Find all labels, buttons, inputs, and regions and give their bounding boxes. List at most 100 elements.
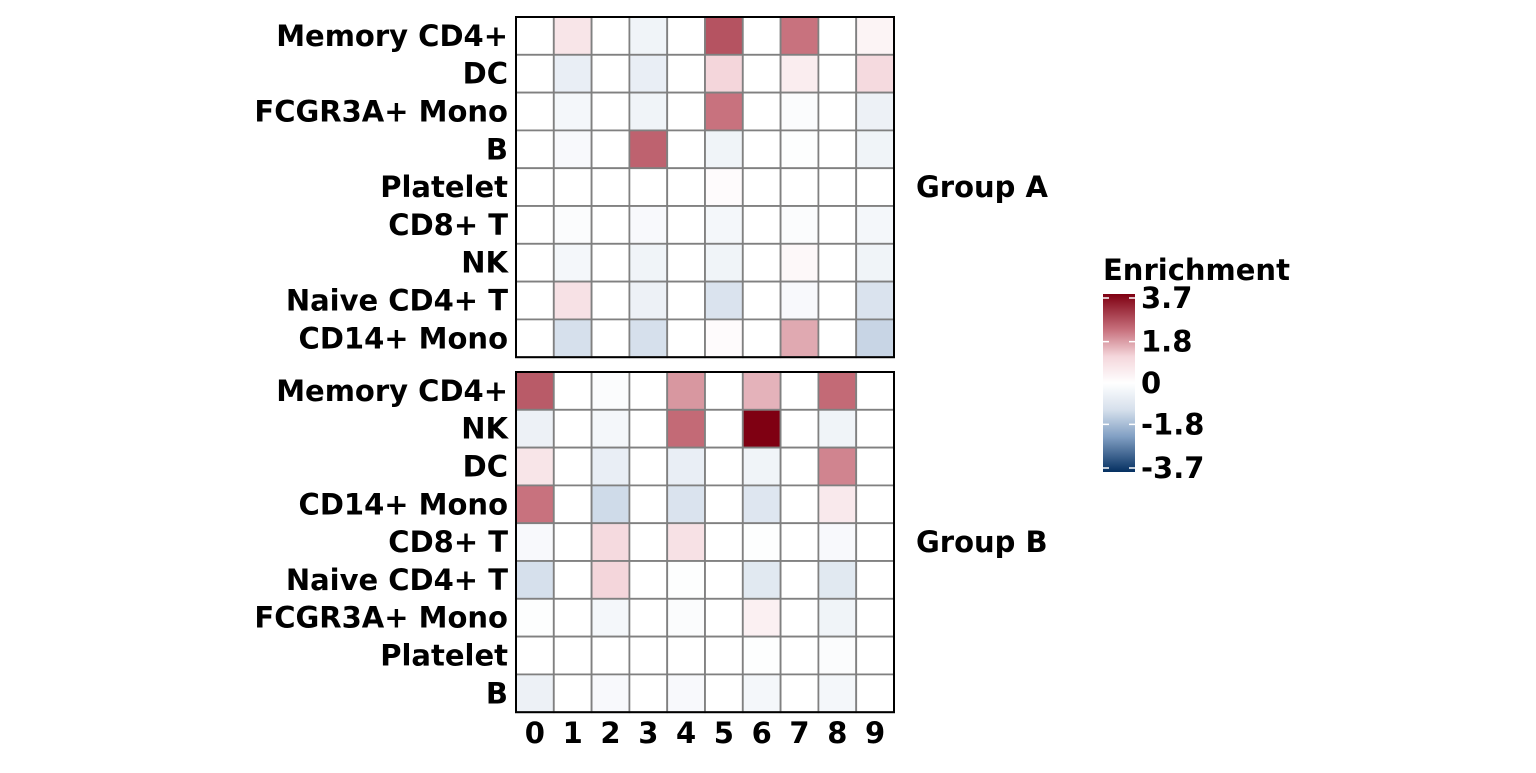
heatmap-cell <box>817 91 858 132</box>
heatmap-cell <box>855 16 895 56</box>
row-label: FCGR3A+ Mono <box>254 95 508 129</box>
heatmap-cell <box>741 91 782 132</box>
heatmap-cell <box>590 560 631 600</box>
heatmap-cell <box>741 635 782 676</box>
heatmap-cell <box>552 597 593 638</box>
heatmap-cell <box>741 522 782 562</box>
heatmap-cell <box>666 53 706 94</box>
heatmap-cell <box>628 167 669 207</box>
heatmap-cell <box>704 129 744 170</box>
legend-tick-label: 0 <box>1141 366 1161 400</box>
heatmap-cell <box>590 408 631 449</box>
heatmap-cell <box>628 91 669 132</box>
heatmap-cell <box>855 560 895 600</box>
row-label: FCGR3A+ Mono <box>254 601 508 635</box>
heatmap-cell <box>552 371 593 411</box>
heatmap-cell <box>628 446 669 487</box>
heatmap-cell <box>817 484 858 525</box>
heatmap-cell <box>741 205 782 245</box>
heatmap-cell <box>741 53 782 94</box>
heatmap-cell <box>515 242 555 283</box>
heatmap-cell <box>552 522 593 562</box>
heatmap-cell <box>855 280 895 321</box>
heatmap-cell <box>666 408 706 449</box>
heatmap-cell <box>817 280 858 321</box>
row-label: DC <box>463 57 508 91</box>
panel-border <box>515 16 895 359</box>
heatmap-cell <box>741 129 782 170</box>
column-label: 3 <box>638 716 658 750</box>
heatmap-cell <box>855 91 895 132</box>
column-label: 1 <box>563 716 583 750</box>
heatmap-cell <box>628 635 669 676</box>
heatmap-cell <box>855 522 895 562</box>
heatmap-cell <box>628 484 669 525</box>
heatmap-cell <box>817 129 858 170</box>
heatmap-cell <box>779 16 820 56</box>
heatmap-cell <box>704 560 744 600</box>
heatmap-cell <box>855 446 895 487</box>
heatmap-cell <box>666 205 706 245</box>
heatmap-cell <box>515 167 555 207</box>
heatmap-cell <box>666 167 706 207</box>
heatmap-cell <box>552 53 593 94</box>
heatmap-cell <box>552 16 593 56</box>
heatmap-cell <box>741 597 782 638</box>
heatmap-cell <box>552 673 593 714</box>
heatmap-cell <box>817 167 858 207</box>
heatmap-cell <box>855 167 895 207</box>
heatmap-cell <box>741 484 782 525</box>
heatmap-cell <box>590 129 631 170</box>
heatmap-cell <box>704 635 744 676</box>
heatmap-cell <box>515 522 555 562</box>
heatmap-cell <box>817 205 858 245</box>
row-label: Platelet <box>380 170 508 204</box>
heatmap-cell <box>628 408 669 449</box>
column-label: 7 <box>789 716 809 750</box>
heatmap-cell <box>515 280 555 321</box>
heatmap-cell <box>666 91 706 132</box>
heatmap-cell <box>666 371 706 411</box>
heatmap-cell <box>590 242 631 283</box>
heatmap-cell <box>590 53 631 94</box>
row-label: B <box>486 676 508 710</box>
group-label: Group A <box>916 170 1049 204</box>
heatmap-cell <box>666 597 706 638</box>
heatmap-cell <box>590 371 631 411</box>
heatmap-cell <box>666 129 706 170</box>
heatmap-cell <box>628 560 669 600</box>
heatmap-cell <box>779 280 820 321</box>
heatmap-cell <box>779 129 820 170</box>
heatmap-cell <box>704 318 744 359</box>
heatmap-cell <box>515 484 555 525</box>
heatmap-cell <box>741 560 782 600</box>
row-label: CD14+ Mono <box>299 487 508 521</box>
heatmap-cell <box>515 129 555 170</box>
heatmap-cell <box>779 635 820 676</box>
heatmap-cell <box>628 522 669 562</box>
heatmap-cell <box>552 484 593 525</box>
heatmap-cell <box>779 673 820 714</box>
heatmap-cell <box>666 560 706 600</box>
heatmap-cell <box>515 53 555 94</box>
heatmap-cell <box>628 205 669 245</box>
heatmap-cell <box>628 673 669 714</box>
row-label: CD8+ T <box>388 208 508 242</box>
heatmap-cell <box>779 408 820 449</box>
heatmap-cell <box>515 91 555 132</box>
heatmap-cell <box>628 242 669 283</box>
heatmap-cell <box>666 635 706 676</box>
heatmap-cell <box>855 242 895 283</box>
heatmap-cell <box>590 91 631 132</box>
heatmap-cell <box>628 318 669 359</box>
heatmap-cell <box>817 16 858 56</box>
heatmap-cell <box>779 318 820 359</box>
heatmap-cell <box>855 371 895 411</box>
heatmap-cell <box>817 408 858 449</box>
heatmap-cell <box>817 560 858 600</box>
row-label: Memory CD4+ <box>276 374 508 408</box>
heatmap-cell <box>741 408 782 449</box>
heatmap-cell <box>704 242 744 283</box>
heatmap-cell <box>628 53 669 94</box>
heatmap-cell <box>666 446 706 487</box>
